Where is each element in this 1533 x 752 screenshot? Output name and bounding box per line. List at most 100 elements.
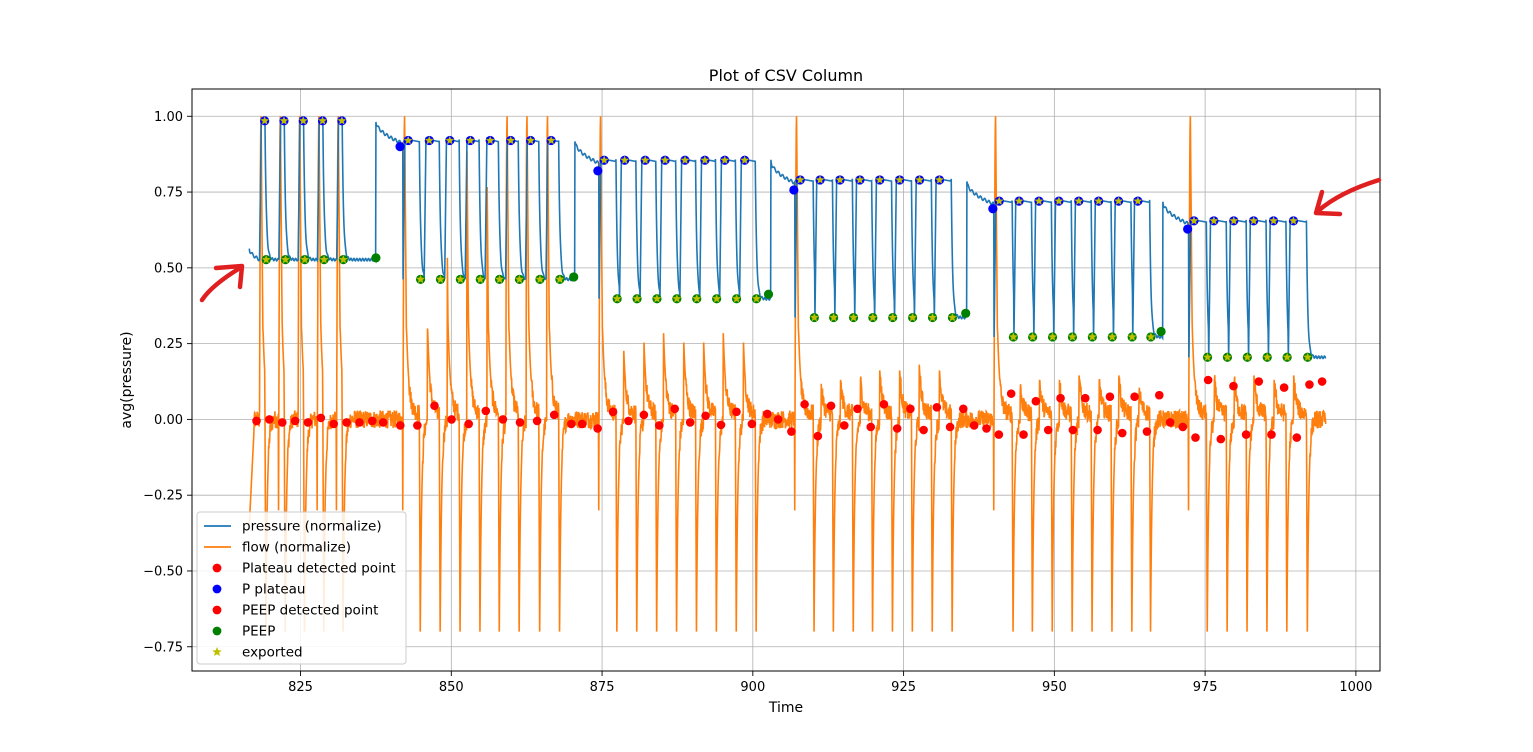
exported-star xyxy=(660,155,670,164)
y-tick-label: −0.50 xyxy=(143,564,183,579)
exported-star xyxy=(495,274,504,284)
plateau-detected-point xyxy=(1056,393,1065,403)
x-tick-label: 950 xyxy=(1042,680,1067,695)
plateau-detected-point xyxy=(639,410,649,420)
exported-star xyxy=(298,116,308,125)
p-plateau-point xyxy=(988,204,998,214)
exported-star xyxy=(740,155,750,164)
plateau-detected-point xyxy=(1292,433,1302,442)
y-tick-label: 0.25 xyxy=(154,337,183,352)
exported-star xyxy=(546,135,556,145)
y-tick-label: 0.50 xyxy=(154,261,183,276)
plateau-detected-point xyxy=(787,427,796,436)
exported-star xyxy=(338,255,348,264)
exported-star xyxy=(632,294,642,303)
peep-point xyxy=(371,253,381,263)
plateau-detected-point xyxy=(813,431,823,441)
legend-label: pressure (normalize) xyxy=(242,519,382,535)
plateau-detected-point xyxy=(1031,396,1041,406)
exported-star xyxy=(1048,332,1057,341)
x-tick-label: 925 xyxy=(891,680,916,695)
exported-star xyxy=(815,175,825,184)
plateau-detected-point xyxy=(342,418,351,427)
exported-star xyxy=(915,175,924,184)
exported-star xyxy=(752,294,761,303)
exported-star xyxy=(692,294,702,303)
exported-star xyxy=(1146,332,1156,341)
plateau-detected-point xyxy=(355,418,364,427)
exported-star xyxy=(908,312,918,322)
exported-star xyxy=(475,274,485,284)
plateau-detected-point xyxy=(1254,377,1264,386)
exported-star xyxy=(1203,352,1212,361)
plateau-detected-point xyxy=(932,402,942,412)
x-axis-title: Time xyxy=(768,700,803,716)
plateau-detected-point xyxy=(655,421,664,430)
plateau-detected-point xyxy=(1267,430,1276,439)
left-arrow-shaft xyxy=(199,265,243,303)
peep-point xyxy=(1156,326,1166,337)
exported-star xyxy=(403,135,413,145)
exported-star xyxy=(935,175,944,184)
exported-star xyxy=(640,155,650,164)
exported-star xyxy=(424,135,434,145)
legend-label: PEEP xyxy=(242,624,275,640)
exported-star xyxy=(835,175,845,184)
plateau-detected-point xyxy=(958,404,968,414)
plateau-detected-point xyxy=(1130,392,1139,401)
plateau-detected-point xyxy=(577,419,587,429)
y-tick-label: −0.75 xyxy=(143,640,183,655)
exported-star xyxy=(1189,216,1199,225)
plateau-detected-point xyxy=(701,411,710,421)
peep-point xyxy=(569,272,579,282)
exported-star xyxy=(1289,216,1298,225)
exported-star xyxy=(612,294,622,303)
exported-star xyxy=(1127,332,1137,341)
exported-star xyxy=(948,312,957,322)
exported-star xyxy=(526,135,535,145)
plateau-detected-point xyxy=(1165,418,1175,427)
exported-star xyxy=(1303,352,1313,361)
right-arrow-head xyxy=(1313,189,1343,217)
p-plateau-point xyxy=(789,185,799,195)
plateau-detected-point xyxy=(732,407,741,417)
plateau-detected-point xyxy=(316,413,326,423)
plateau-detected-point xyxy=(1019,430,1028,439)
legend-label: PEEP detected point xyxy=(242,603,378,619)
plateau-detected-point xyxy=(1093,425,1102,435)
legend-label: Plateau detected point xyxy=(242,561,396,577)
exported-star xyxy=(1028,332,1038,341)
plateau-detected-point xyxy=(252,416,261,426)
exported-star xyxy=(1133,196,1143,205)
exported-star xyxy=(895,175,905,184)
flow-series xyxy=(248,116,1327,632)
plateau-detected-point xyxy=(1178,422,1188,432)
plateau-detected-point xyxy=(532,416,542,426)
exported-star xyxy=(732,294,741,303)
y-axis-title: avg(pressure) xyxy=(119,331,135,428)
plateau-detected-point xyxy=(413,421,422,430)
plateau-detected-point xyxy=(892,424,902,433)
plateau-detected-point xyxy=(1191,433,1200,442)
plateau-detected-point xyxy=(593,424,602,433)
exported-star xyxy=(535,274,545,284)
exported-star xyxy=(1262,352,1272,361)
exported-star xyxy=(455,274,465,284)
plateau-detected-point xyxy=(303,418,313,427)
x-tick-label: 900 xyxy=(740,680,765,695)
exported-star xyxy=(620,155,630,164)
exported-star xyxy=(680,155,690,164)
plateau-detected-point xyxy=(395,421,405,430)
plateau-detected-point xyxy=(368,416,377,426)
exported-star xyxy=(875,175,885,184)
plateau-detected-point xyxy=(1203,375,1213,385)
exported-star xyxy=(260,116,270,125)
exported-star xyxy=(281,255,290,264)
exported-star xyxy=(994,196,1004,205)
plateau-detected-point xyxy=(1043,425,1053,435)
legend-label: exported xyxy=(242,645,303,661)
plateau-detected-point xyxy=(685,418,695,427)
exported-star xyxy=(261,255,271,264)
